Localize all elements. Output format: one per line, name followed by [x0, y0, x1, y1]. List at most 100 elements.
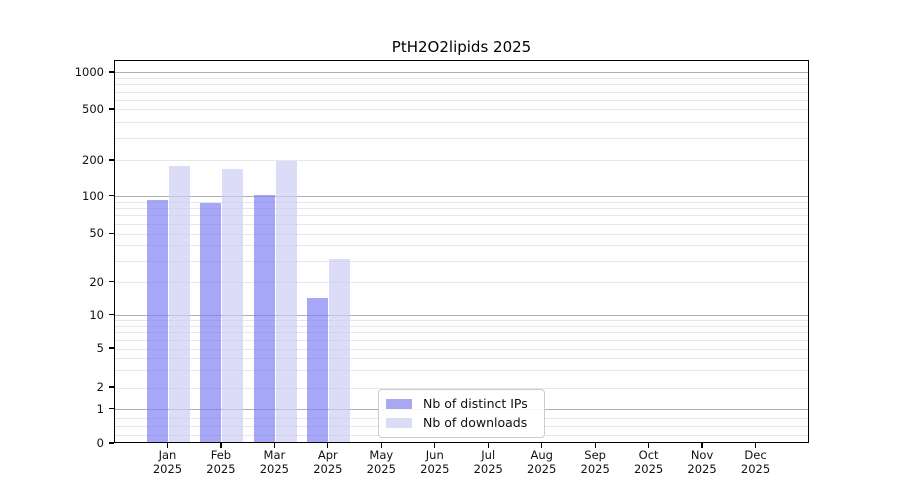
- bar-jan-distinct-ips: [146, 200, 168, 442]
- x-tick-mark-jul: [487, 443, 489, 448]
- gridline-70: [115, 215, 808, 217]
- x-tick-mark-may: [380, 443, 382, 448]
- legend-label: Nb of distinct IPs: [423, 396, 528, 411]
- x-tick-year: 2025: [366, 461, 396, 476]
- gridline-800: [115, 84, 808, 86]
- x-tick-label-aug: Aug 2025: [512, 448, 572, 476]
- gridline-3: [115, 370, 808, 372]
- y-tick-mark-10: [109, 314, 114, 316]
- gridline-60: [115, 223, 808, 225]
- chart-title: PtH2O2lipids 2025: [391, 38, 532, 56]
- gridline-6: [115, 339, 808, 341]
- y-tick-mark-2: [109, 386, 114, 388]
- x-tick-label-jun: Jun 2025: [405, 448, 465, 476]
- x-tick-mark-mar: [273, 443, 275, 448]
- x-tick-month: Aug: [530, 448, 553, 462]
- y-tick-mark-0: [109, 442, 114, 444]
- gridline-600: [115, 99, 808, 101]
- y-tick-label-10: 10: [89, 307, 104, 322]
- y-tick-mark-100: [109, 194, 114, 197]
- gridline-2: [115, 387, 808, 389]
- legend-swatch-icon: [386, 417, 412, 428]
- x-tick-mark-jan: [166, 443, 169, 448]
- y-tick-label-5: 5: [96, 341, 104, 356]
- x-tick-month: Apr: [317, 448, 338, 462]
- x-tick-month: Jul: [481, 448, 496, 462]
- legend: Nb of distinct IPs Nb of downloads: [378, 389, 545, 438]
- gridline-30: [115, 260, 808, 262]
- x-tick-mark-jun: [434, 443, 436, 448]
- x-tick-year: 2025: [152, 461, 183, 476]
- x-tick-label-nov: Nov 2025: [672, 448, 732, 476]
- legend-entry-distinct-ips: Nb of distinct IPs: [386, 394, 536, 413]
- x-tick-month: Jan: [158, 448, 177, 462]
- y-tick-mark-200: [109, 159, 114, 161]
- x-tick-month: Jun: [425, 448, 444, 462]
- x-tick-mark-oct: [648, 443, 650, 448]
- gridline-8: [115, 325, 808, 327]
- x-tick-label-dec: Dec 2025: [726, 448, 786, 476]
- plot-area: [114, 60, 809, 443]
- x-tick-label-jan: Jan 2025: [137, 448, 197, 476]
- gridline-90: [115, 201, 808, 203]
- bar-mar-downloads: [275, 161, 297, 442]
- x-tick-year: 2025: [420, 461, 450, 476]
- y-tick-label-0: 0: [96, 436, 104, 450]
- x-tick-mark-nov: [701, 443, 703, 448]
- gridline-80: [115, 208, 808, 210]
- gridline-40: [115, 245, 808, 247]
- gridline-700: [115, 91, 808, 93]
- x-tick-year: 2025: [687, 461, 717, 476]
- y-tick-mark-20: [109, 280, 114, 283]
- gridline-20: [115, 282, 808, 284]
- x-tick-label-oct: Oct 2025: [619, 448, 679, 476]
- x-tick-year: 2025: [580, 461, 610, 476]
- x-tick-year: 2025: [313, 461, 343, 476]
- y-tick-mark-1: [109, 408, 114, 410]
- y-tick-label-1000: 1000: [74, 64, 104, 79]
- x-tick-month: Mar: [263, 448, 286, 462]
- gridline-1000: [115, 72, 808, 74]
- bar-mar-distinct-ips: [253, 194, 275, 442]
- y-tick-label-100: 100: [82, 188, 104, 203]
- x-tick-mark-apr: [327, 443, 329, 448]
- x-tick-month: Dec: [744, 448, 767, 462]
- gridline-4: [115, 358, 808, 360]
- bar-jan-downloads: [168, 165, 190, 442]
- x-tick-label-feb: Feb 2025: [191, 448, 251, 476]
- x-tick-month: Nov: [690, 448, 714, 462]
- bar-apr-downloads: [329, 259, 351, 442]
- y-tick-label-500: 500: [82, 101, 104, 116]
- x-tick-label-mar: Mar 2025: [244, 448, 304, 476]
- legend-entry-downloads: Nb of downloads: [386, 413, 536, 432]
- gridline-500: [115, 109, 808, 111]
- y-tick-mark-1000: [109, 71, 114, 73]
- gridline-10: [115, 315, 808, 317]
- x-tick-mark-dec: [754, 443, 757, 448]
- gridline-200: [115, 160, 808, 162]
- gridline-50: [115, 233, 808, 235]
- gridline-900: [115, 78, 808, 80]
- x-tick-month: Feb: [210, 448, 232, 462]
- y-tick-label-20: 20: [89, 274, 104, 289]
- legend-label: Nb of downloads: [423, 415, 528, 430]
- bar-feb-distinct-ips: [200, 202, 222, 442]
- x-tick-year: 2025: [633, 461, 664, 476]
- y-tick-mark-5: [109, 347, 114, 349]
- x-tick-year: 2025: [527, 461, 557, 476]
- bar-feb-downloads: [222, 169, 244, 442]
- x-tick-label-apr: Apr 2025: [298, 448, 358, 476]
- x-tick-label-jul: Jul 2025: [458, 448, 518, 476]
- bar-apr-distinct-ips: [307, 297, 329, 442]
- gridline-100: [115, 196, 808, 198]
- gridline-400: [115, 121, 808, 123]
- gridline-9: [115, 320, 808, 322]
- gridline-7: [115, 332, 808, 334]
- y-tick-mark-50: [109, 232, 114, 234]
- x-tick-mark-feb: [220, 443, 222, 448]
- y-tick-label-2: 2: [96, 380, 104, 395]
- x-tick-year: 2025: [473, 461, 503, 476]
- x-tick-year: 2025: [740, 461, 771, 476]
- y-tick-mark-500: [109, 108, 114, 110]
